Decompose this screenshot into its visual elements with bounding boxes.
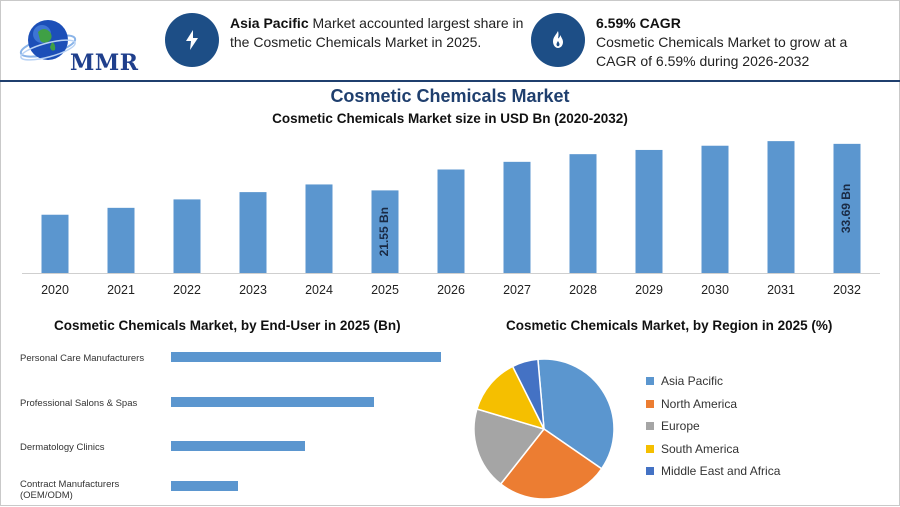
bar-2028 [569, 154, 597, 273]
bar-2020 [41, 214, 69, 273]
main-chart-title: Cosmetic Chemicals Market [330, 86, 570, 106]
cagr-info: 6.59% CAGR Cosmetic Chemicals Market to … [596, 14, 891, 71]
bar-2030 [701, 145, 729, 273]
end-user-bar [171, 397, 375, 407]
x-tick-label: 2026 [437, 283, 465, 297]
flame-icon [553, 31, 563, 48]
bar-2024 [305, 184, 333, 273]
x-tick-label: 2024 [305, 283, 333, 297]
end-user-chart-title: Cosmetic Chemicals Market, by End-User i… [54, 318, 401, 333]
legend-label: Europe [661, 419, 700, 434]
bar-2021 [107, 207, 135, 273]
pie-slice-3 [475, 365, 546, 431]
end-user-bar [171, 352, 441, 362]
x-tick-label: 2031 [767, 283, 795, 297]
data-label: 21.55 Bn [377, 207, 391, 256]
legend-swatch [646, 444, 654, 453]
pie-slice-1 [499, 427, 603, 500]
pie-slice-2 [473, 408, 546, 486]
lightning-badge [165, 13, 219, 67]
logo-text: MMR [70, 50, 139, 76]
bar-2023 [239, 192, 267, 273]
x-tick-label: 2029 [635, 283, 663, 297]
cagr-info-text: Cosmetic Chemicals Market to grow at a C… [596, 34, 848, 69]
x-tick-label: 2020 [41, 283, 69, 297]
legend-label: South America [661, 441, 740, 456]
legend-swatch [646, 399, 654, 408]
bar-2027 [503, 161, 531, 273]
x-tick-label: 2022 [173, 283, 201, 297]
x-tick-label: 2027 [503, 283, 531, 297]
region-info-text: Market accounted largest share in the Co… [230, 15, 524, 50]
pie-slice-0 [537, 358, 615, 470]
x-tick-label: 2023 [239, 283, 267, 297]
flame-badge [531, 13, 585, 67]
legend-item: Middle East and Africa [646, 460, 780, 483]
end-user-label: Contract Manufacturers (OEM/ODM) [20, 479, 120, 501]
x-tick-label: 2032 [833, 283, 861, 297]
legend-label: Asia Pacific [661, 374, 724, 389]
pie-slice-4 [511, 358, 545, 430]
globe-icon [19, 20, 77, 61]
x-tick-label: 2030 [701, 283, 729, 297]
market-size-bar-chart: 2020 2021 2022 2023 2024 2025 2026 2027 2028 2029… [22, 141, 880, 297]
region-highlight: Asia Pacific [230, 15, 309, 31]
bar-2032 [833, 143, 861, 273]
end-user-label: Dermatology Clinics [20, 442, 105, 453]
legend-item: North America [646, 393, 780, 416]
header-divider [0, 80, 900, 82]
x-tick-label: 2025 [371, 283, 399, 297]
data-label: 33.69 Bn [839, 184, 853, 233]
mmr-logo: MMR [18, 12, 138, 76]
end-user-bar [171, 481, 238, 491]
lightning-icon [186, 30, 198, 50]
legend-label: Middle East and Africa [661, 464, 781, 479]
end-user-bar [171, 441, 305, 451]
x-tick-label: 2028 [569, 283, 597, 297]
legend-item: Asia Pacific [646, 370, 780, 393]
bar-2029 [635, 149, 663, 273]
bar-2025 [371, 190, 399, 273]
legend-swatch [646, 422, 654, 431]
x-tick-label: 2021 [107, 283, 135, 297]
legend-item: South America [646, 438, 780, 461]
cagr-highlight: 6.59% CAGR [596, 15, 681, 31]
main-chart-subtitle: Cosmetic Chemicals Market size in USD Bn… [272, 111, 628, 126]
largest-share-info: Asia Pacific Market accounted largest sh… [230, 14, 530, 52]
legend-item: Europe [646, 415, 780, 438]
bar-2026 [437, 169, 465, 273]
end-user-label: Personal Care Manufacturers [20, 353, 145, 364]
bar-2031 [767, 141, 795, 273]
region-pie-chart [473, 358, 615, 500]
legend-swatch [646, 467, 654, 476]
end-user-label: Professional Salons & Spas [20, 398, 138, 409]
region-legend: Asia Pacific North America Europe South Ame… [646, 370, 780, 483]
header: MMR Asia Pacific Market accounted larges… [0, 0, 900, 84]
legend-label: North America [661, 396, 738, 411]
bar-2022 [173, 199, 201, 273]
region-chart-title: Cosmetic Chemicals Market, by Region in … [506, 318, 833, 333]
legend-swatch [646, 377, 654, 386]
